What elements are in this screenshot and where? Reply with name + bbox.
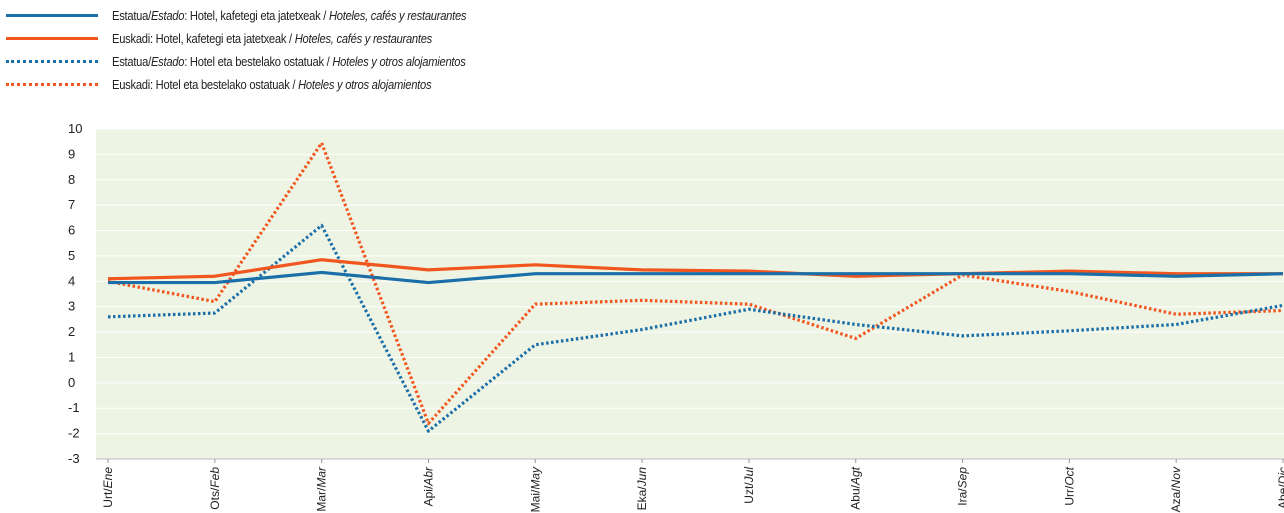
legend: Estatua/Estado: Hotel, kafetegi eta jate… <box>6 4 706 96</box>
y-tick-label: 9 <box>68 146 75 161</box>
plot-area <box>96 129 1284 459</box>
x-tick-label: Mar/Mar <box>315 466 329 512</box>
y-tick-label: 0 <box>68 375 75 390</box>
y-tick-label: 5 <box>68 248 75 263</box>
x-axis-ticks: Urt/Ene Ots/Feb Mar/Mar Api/Abr Mai/May Eka/J… <box>101 459 1284 512</box>
y-tick-label: 7 <box>68 197 75 212</box>
x-tick-label: Api/Abr <box>421 466 435 506</box>
legend-item-estado-hoteles: Estatua/Estado: Hotel, kafetegi eta jate… <box>6 4 706 27</box>
y-tick-label: -2 <box>68 426 80 441</box>
y-tick-label: 4 <box>68 273 75 288</box>
x-tick-label: Abu/Agt <box>849 466 863 509</box>
x-tick-label: Ira/Sep <box>956 467 970 506</box>
x-tick-label: Eka/Jun <box>635 467 649 511</box>
x-tick-label: Mai/May <box>528 466 542 512</box>
y-tick-label: 10 <box>68 121 82 136</box>
x-tick-label: Ots/Feb <box>208 467 222 510</box>
legend-label: Euskadi: Hotel, kafetegi eta jatetxeak /… <box>112 31 433 46</box>
series-line-1 <box>108 270 1284 285</box>
y-tick-label: 8 <box>68 172 75 187</box>
legend-swatch-dotted-orange <box>6 83 98 86</box>
legend-swatch-dotted-blue <box>6 60 98 63</box>
series-line-3 <box>107 223 1284 433</box>
legend-item-estado-alojamientos: Estatua/Estado: Hotel eta bestelako osta… <box>6 50 706 73</box>
legend-swatch-solid-blue <box>6 14 98 17</box>
y-tick-label: -1 <box>68 400 80 415</box>
legend-label: Estatua/Estado: Hotel eta bestelako osta… <box>112 54 466 69</box>
legend-item-euskadi-alojamientos: Euskadi: Hotel eta bestelako ostatuak / … <box>6 73 706 96</box>
legend-label: Euskadi: Hotel eta bestelako ostatuak / … <box>112 77 432 92</box>
legend-swatch-solid-orange <box>6 37 98 40</box>
legend-label: Estatua/Estado: Hotel, kafetegi eta jate… <box>112 8 467 23</box>
gridlines <box>96 128 1284 460</box>
y-tick-label: 3 <box>68 299 75 314</box>
x-tick-label: Urt/Ene <box>101 467 115 508</box>
x-tick-label: Uzt/Jul <box>742 467 756 504</box>
y-tick-label: -3 <box>68 451 80 466</box>
y-tick-label: 1 <box>68 349 75 364</box>
series-line-4 <box>107 141 1284 426</box>
y-tick-label: 6 <box>68 223 75 238</box>
legend-item-euskadi-hoteles: Euskadi: Hotel, kafetegi eta jatetxeak /… <box>6 27 706 50</box>
x-tick-label: Urr/Oct <box>1062 466 1076 505</box>
x-tick-label: Abe/Dic <box>1276 467 1284 509</box>
x-tick-label: Aza/Nov <box>1169 466 1183 512</box>
series-lines <box>107 141 1284 433</box>
y-tick-label: 2 <box>68 324 75 339</box>
series-line-2 <box>107 258 1283 281</box>
